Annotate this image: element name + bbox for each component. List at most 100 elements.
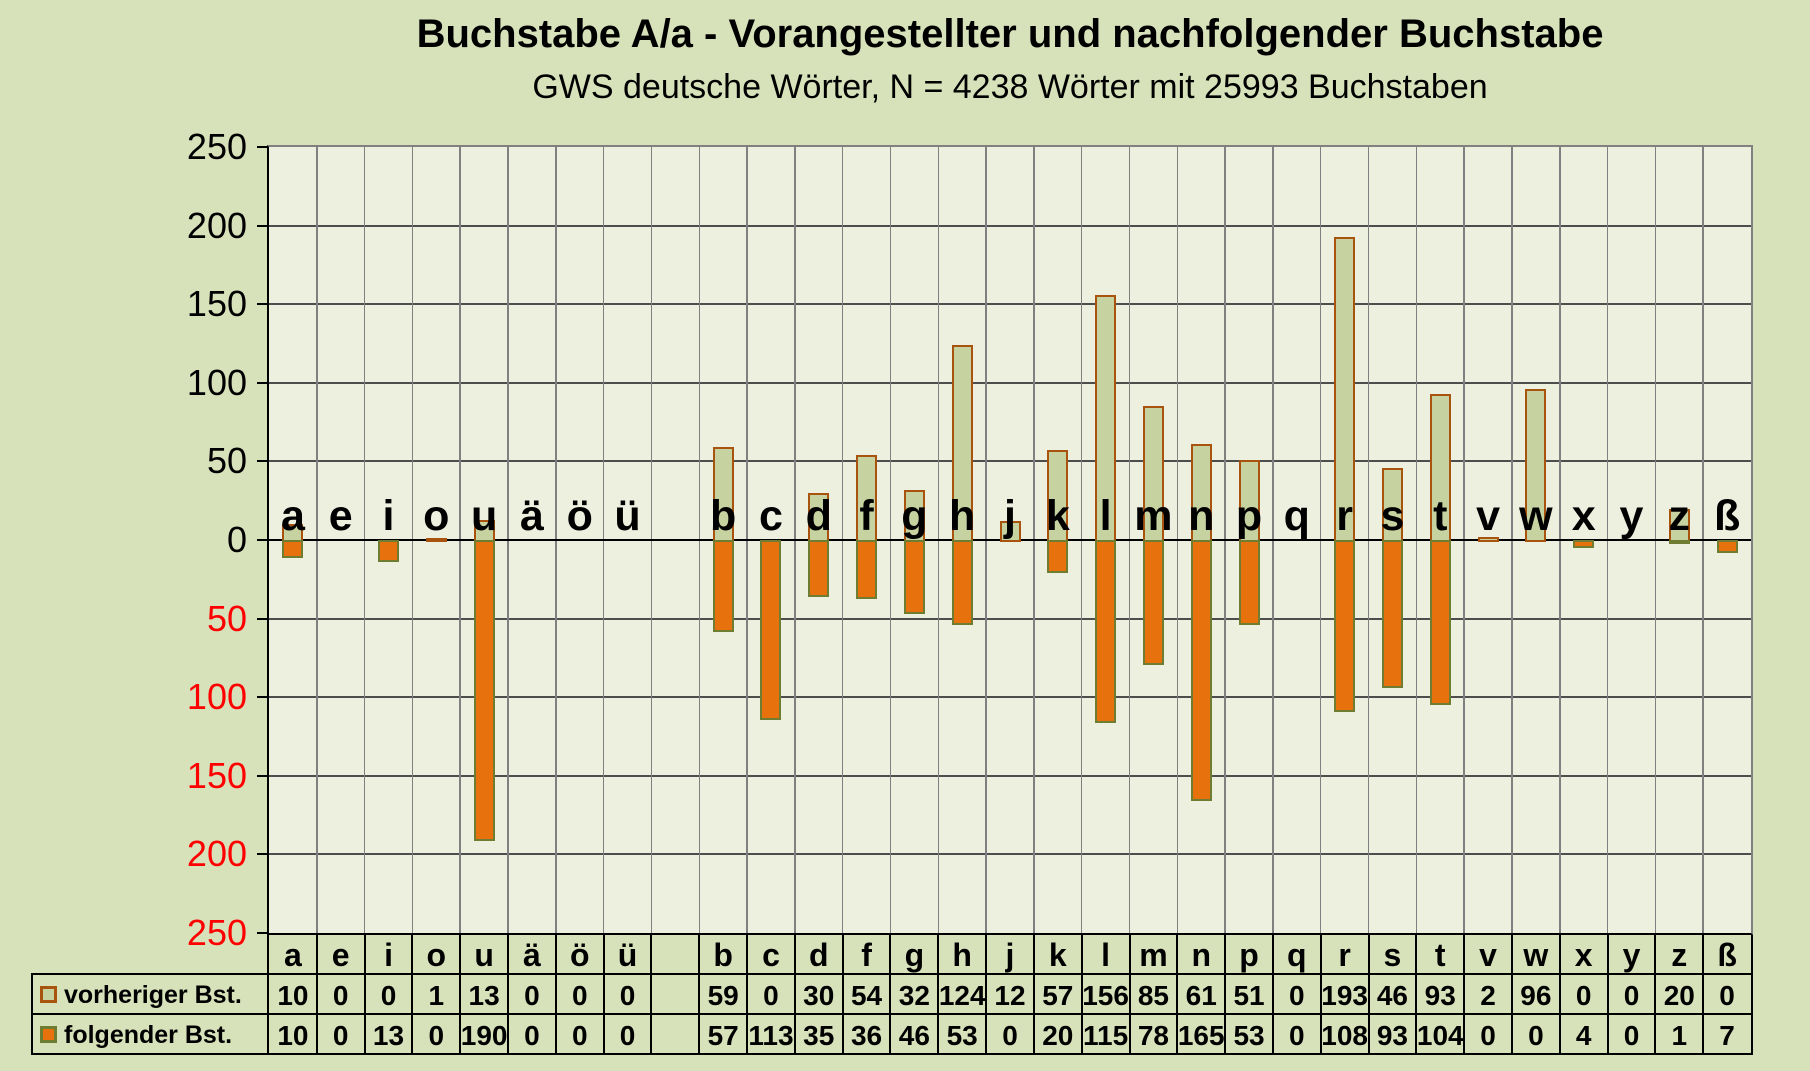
table-cell-folgender-b: 57 — [707, 1020, 739, 1051]
gridline-h-100 — [269, 381, 1751, 384]
table-header-gap — [651, 937, 699, 973]
table-cell-folgender-ö: 0 — [571, 1020, 588, 1051]
y-tick-label-0: 0 — [226, 519, 247, 560]
table-cell-vorheriger-q: 0 — [1289, 980, 1305, 1011]
legend-label-vorheriger: vorheriger Bst. — [64, 981, 242, 1009]
table-header-i: i — [384, 937, 393, 973]
table-cell-vorheriger-c: 0 — [763, 980, 779, 1011]
chart-title: Buchstabe A/a - Vorangestellter und nach… — [416, 12, 1604, 56]
category-label-l: l — [1099, 492, 1112, 540]
bar-down-s — [1381, 540, 1403, 689]
table-header-c: c — [762, 937, 780, 973]
gridline-h--50 — [269, 617, 1751, 620]
table-vline-25 — [1463, 935, 1466, 1053]
table-vline-18 — [1128, 935, 1131, 1053]
y-tick-label--150: 150 — [186, 754, 247, 796]
table-vline-21 — [1271, 935, 1274, 1053]
category-label-ä: ä — [519, 492, 544, 540]
bar-down-k — [1047, 540, 1069, 574]
table-vline-19 — [1176, 935, 1179, 1053]
legend-label-folgender: folgender Bst. — [64, 1021, 233, 1049]
bar-down-ß — [1716, 540, 1738, 553]
table-cell-vorheriger-h: 124 — [938, 980, 986, 1011]
y-tick-label-250: 250 — [186, 126, 247, 167]
category-label-y: y — [1619, 492, 1644, 540]
bar-up-o — [425, 538, 447, 543]
table-vline-left — [267, 935, 269, 1055]
table-vline-20 — [1224, 935, 1227, 1053]
y-tick--200 — [257, 853, 267, 856]
table-cell-folgender-j: 0 — [1002, 1020, 1018, 1051]
gridline-h-200 — [269, 224, 1751, 227]
table-cell-folgender-z: 1 — [1671, 1020, 1688, 1051]
table-cell-folgender-d: 35 — [803, 1020, 835, 1051]
bar-up-v — [1477, 536, 1499, 542]
table-cell-folgender-p: 53 — [1233, 1020, 1265, 1051]
gridline-h--200 — [269, 853, 1751, 856]
table-cell-folgender-o: 0 — [428, 1020, 445, 1051]
gridline-h-150 — [269, 303, 1751, 306]
table-header-r: r — [1338, 937, 1351, 973]
bar-down-u — [473, 540, 495, 841]
y-tick-label--250: 250 — [186, 912, 247, 953]
y-tick-label-150: 150 — [186, 283, 247, 325]
table-header-e: e — [331, 937, 350, 973]
table-cell-vorheriger-b: 59 — [707, 980, 739, 1011]
table-cell-folgender-ß: 7 — [1719, 1020, 1735, 1051]
bar-down-x — [1573, 540, 1595, 549]
table-vline-6 — [554, 935, 557, 1053]
bar-down-l — [1095, 540, 1117, 723]
table-cell-vorheriger-x: 0 — [1575, 980, 1592, 1011]
table-header-n: n — [1191, 937, 1211, 973]
bar-down-p — [1238, 540, 1260, 626]
table-cell-vorheriger-z: 20 — [1663, 980, 1695, 1011]
table-vline-24 — [1415, 935, 1418, 1053]
table-cell-vorheriger-ö: 0 — [571, 980, 588, 1011]
table-cell-folgender-m: 78 — [1137, 1020, 1169, 1051]
table-vline-9 — [698, 935, 701, 1053]
gridline-h--100 — [269, 696, 1751, 699]
table-vline-3 — [411, 935, 414, 1053]
table-cell-vorheriger-j: 12 — [994, 980, 1026, 1011]
table-cell-vorheriger-d: 30 — [803, 980, 835, 1011]
table-cell-folgender-ä: 0 — [524, 1020, 540, 1051]
table-vline-13 — [889, 935, 892, 1053]
table-cell-folgender-u: 190 — [460, 1020, 508, 1051]
category-label-e: e — [328, 492, 353, 540]
category-label-q: q — [1283, 492, 1310, 540]
bar-down-a — [282, 540, 304, 558]
table-header-u: u — [474, 937, 494, 973]
table-cell-vorheriger-l: 156 — [1082, 980, 1129, 1011]
bar-down-g — [903, 540, 925, 615]
table-header-a: a — [284, 937, 302, 973]
table-cell-vorheriger-o: 1 — [428, 980, 445, 1011]
bar-down-h — [951, 540, 973, 626]
table-cell-folgender-w: 0 — [1528, 1020, 1544, 1051]
bar-down-t — [1429, 540, 1451, 706]
table-cell-vorheriger-m: 85 — [1137, 980, 1169, 1011]
table-vline-15 — [985, 935, 988, 1053]
table-vline-16 — [1032, 935, 1035, 1053]
y-tick-label--50: 50 — [206, 597, 247, 639]
table-cell-vorheriger-r: 193 — [1321, 980, 1368, 1011]
table-vline-11 — [793, 935, 796, 1053]
category-label-n: n — [1188, 492, 1215, 540]
table-cell-vorheriger-v: 2 — [1480, 980, 1496, 1011]
table-vline-5 — [507, 935, 510, 1053]
category-label-d: d — [805, 492, 832, 540]
table-vline-1 — [315, 935, 318, 1053]
category-label-ö: ö — [566, 492, 593, 540]
table-cell-folgender-ü: 0 — [619, 1020, 636, 1051]
table-vline-8 — [650, 935, 653, 1053]
table-vline-30 — [1702, 935, 1705, 1053]
table-cell-vorheriger-k: 57 — [1042, 980, 1074, 1011]
table-header-v: v — [1479, 937, 1497, 973]
table-header-o: o — [426, 937, 447, 973]
table-cell-folgender-g: 46 — [898, 1020, 930, 1051]
table-vline-14 — [937, 935, 940, 1053]
category-label-x: x — [1571, 492, 1596, 540]
bar-down-r — [1334, 540, 1356, 712]
table-header-ö: ö — [569, 937, 590, 973]
table-hline-2 — [31, 1053, 1753, 1055]
y-tick-label-200: 200 — [186, 204, 247, 246]
